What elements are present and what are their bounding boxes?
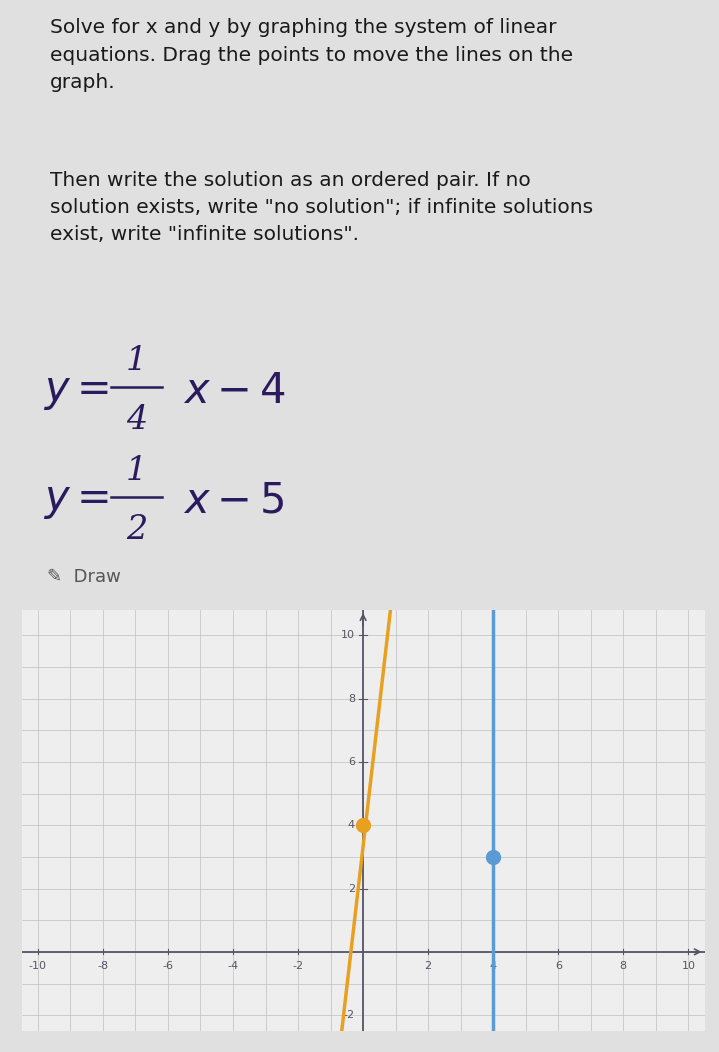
Text: -10: -10 — [29, 962, 47, 971]
Text: -6: -6 — [162, 962, 173, 971]
Text: $x-5$: $x-5$ — [183, 480, 285, 522]
Text: 8: 8 — [620, 962, 627, 971]
Text: $y=$: $y=$ — [43, 480, 109, 522]
Text: -2: -2 — [344, 1010, 355, 1020]
Text: 1: 1 — [126, 456, 147, 487]
Text: 6: 6 — [555, 962, 562, 971]
Text: $x-4$: $x-4$ — [183, 369, 286, 411]
Text: Solve for x and y by graphing the system of linear
equations. Drag the points to: Solve for x and y by graphing the system… — [50, 18, 574, 92]
Text: 2: 2 — [348, 884, 355, 893]
Text: 1: 1 — [126, 345, 147, 378]
Text: -4: -4 — [227, 962, 239, 971]
Text: -8: -8 — [97, 962, 109, 971]
Text: Then write the solution as an ordered pair. If no
solution exists, write "no sol: Then write the solution as an ordered pa… — [50, 170, 593, 244]
Text: 10: 10 — [341, 630, 355, 641]
Text: 10: 10 — [682, 962, 695, 971]
Text: ✎  Draw: ✎ Draw — [47, 568, 121, 586]
Text: -2: -2 — [293, 962, 303, 971]
Text: 2: 2 — [126, 513, 147, 546]
Text: 6: 6 — [348, 757, 355, 767]
Text: 4: 4 — [126, 404, 147, 436]
Text: 4: 4 — [490, 962, 497, 971]
Text: $y=$: $y=$ — [43, 369, 109, 411]
Text: 8: 8 — [348, 693, 355, 704]
Text: 2: 2 — [425, 962, 431, 971]
Text: 4: 4 — [348, 821, 355, 830]
